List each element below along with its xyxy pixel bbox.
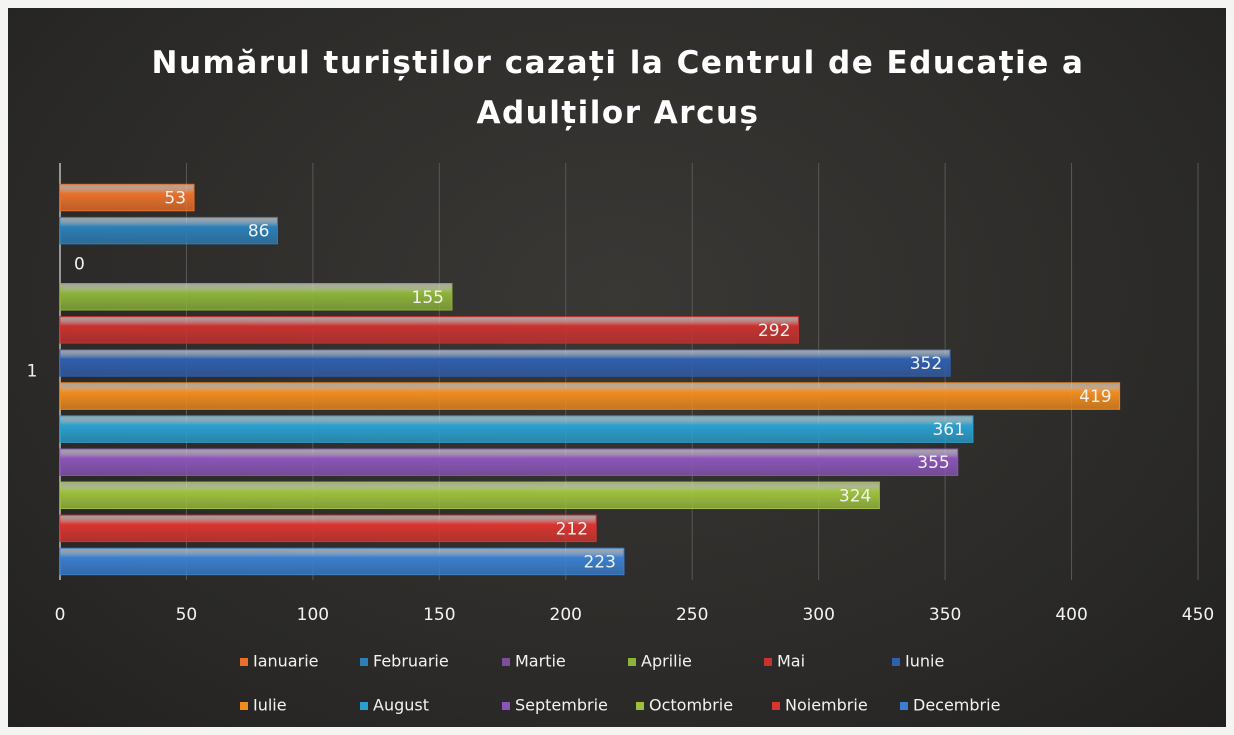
bar <box>59 448 959 476</box>
legend-marker <box>240 658 248 666</box>
legend-marker <box>772 702 780 710</box>
legend-marker <box>628 658 636 666</box>
x-tick-label: 50 <box>176 605 198 625</box>
data-label: 361 <box>932 420 964 440</box>
legend-label: Noiembrie <box>785 696 868 715</box>
legend-label: Octombrie <box>649 696 733 715</box>
data-label: 86 <box>248 222 270 242</box>
bar <box>59 514 597 543</box>
legend-marker <box>360 702 368 710</box>
legend-label: August <box>373 696 429 715</box>
legend-label: Septembrie <box>515 696 608 715</box>
chart: 0 50 100 150 200 250 300 350 400 450 1 53 86 0 155 292 3… <box>27 163 1214 715</box>
bar <box>59 283 453 311</box>
legend-label: Decembrie <box>913 696 1000 715</box>
data-label: 212 <box>556 519 588 539</box>
bar <box>59 216 278 245</box>
data-label: 292 <box>758 321 790 341</box>
legend-label: Iulie <box>253 696 287 715</box>
bar <box>59 316 799 344</box>
legend-label: Martie <box>515 652 566 671</box>
x-tick-label: 400 <box>1055 605 1087 625</box>
legend-marker <box>360 658 368 666</box>
x-tick-label: 350 <box>929 605 961 625</box>
legend-marker <box>502 702 510 710</box>
bar <box>59 183 195 212</box>
x-tick-label: 200 <box>550 605 582 625</box>
x-tick-label: 100 <box>297 605 329 625</box>
legend-marker <box>502 658 510 666</box>
data-label: 53 <box>164 189 186 209</box>
data-label: 324 <box>839 486 871 506</box>
legend-label: Mai <box>777 652 805 671</box>
bar <box>59 349 951 377</box>
data-label: 155 <box>412 288 444 308</box>
x-tick-label: 450 <box>1182 605 1214 625</box>
legend-marker <box>636 702 644 710</box>
x-tick-label: 300 <box>802 605 834 625</box>
bar <box>59 415 974 443</box>
legend-marker <box>240 702 248 710</box>
data-label: 352 <box>910 354 942 374</box>
legend-label: Februarie <box>373 652 449 671</box>
data-label: 223 <box>583 552 615 572</box>
x-tick-label: 250 <box>676 605 708 625</box>
chart-title: Numărul turiștilor cazați la Centrul de … <box>151 45 1085 131</box>
bar <box>59 547 625 576</box>
data-label: 419 <box>1079 387 1111 407</box>
legend-label: Aprilie <box>641 652 692 671</box>
legend-label: Ianuarie <box>253 652 318 671</box>
legend-marker <box>892 658 900 666</box>
x-tick-label: 150 <box>423 605 455 625</box>
x-tick-label: 0 <box>55 605 66 625</box>
legend-marker <box>900 702 908 710</box>
legend-marker <box>764 658 772 666</box>
bar <box>59 382 1121 410</box>
data-label: 0 <box>74 255 85 275</box>
data-label: 355 <box>917 453 949 473</box>
legend-label: Iunie <box>905 652 944 671</box>
chart-frame: Numărul turiștilor cazați la Centrul de … <box>8 8 1226 727</box>
y-tick-label: 1 <box>27 362 38 382</box>
bar <box>59 481 880 510</box>
